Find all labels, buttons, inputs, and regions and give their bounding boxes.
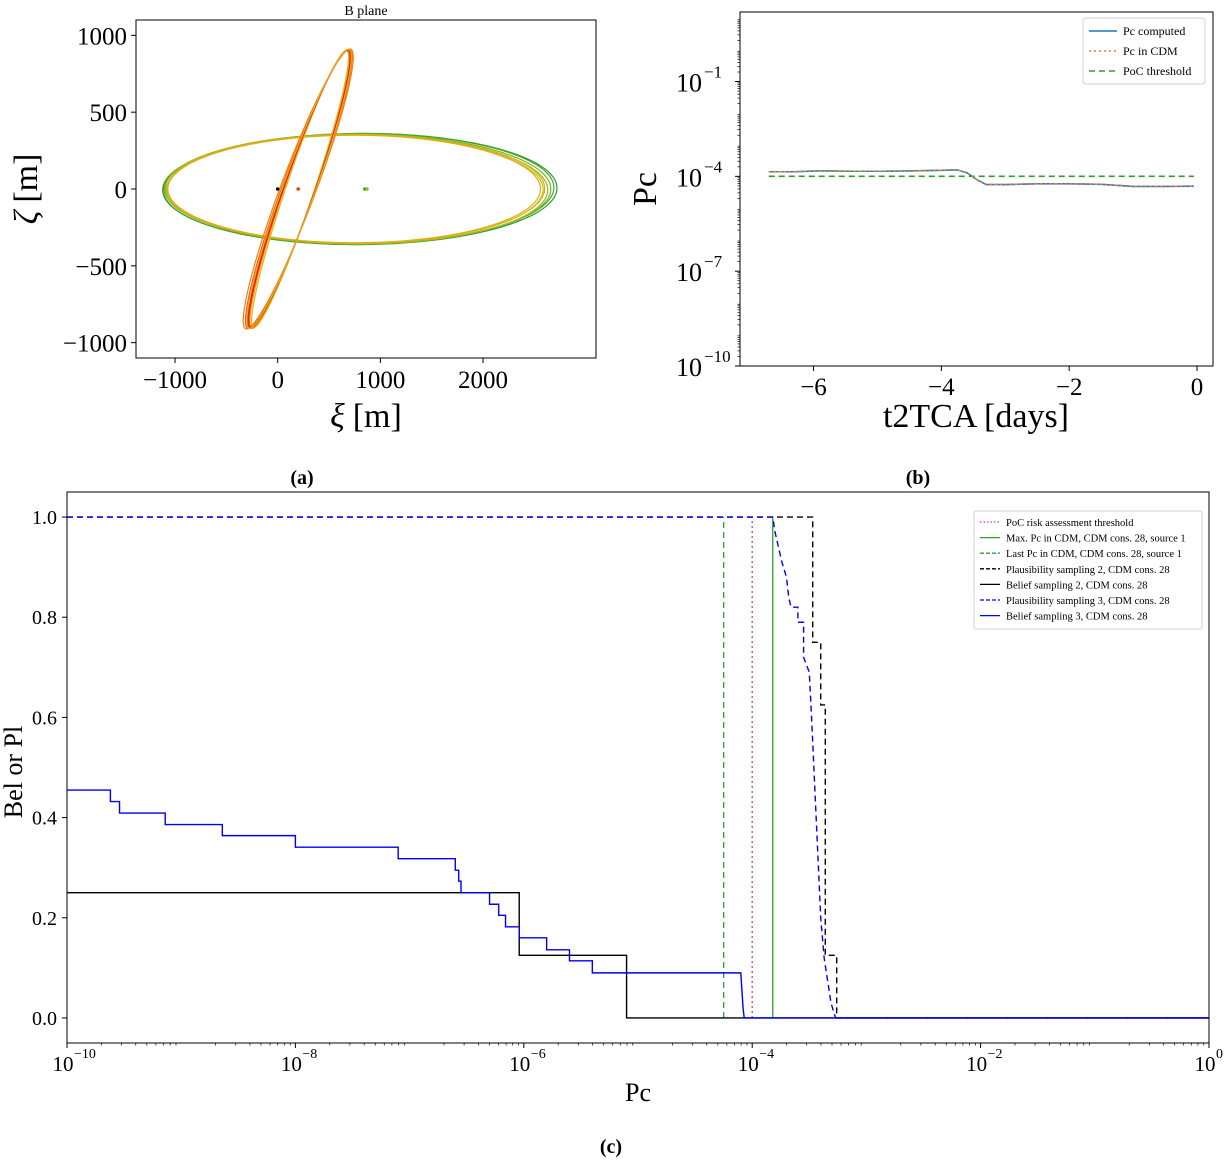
center-marker-0 — [275, 187, 280, 191]
x-tick-exponent: −10 — [74, 1047, 96, 1062]
x-tick-label: −6 — [800, 374, 827, 401]
x-tick-exponent: 0 — [1216, 1047, 1223, 1062]
panel-a-caption: (a) — [290, 467, 313, 489]
y-tick-label: −500 — [75, 254, 127, 281]
y-tick-label: 10 — [676, 69, 702, 98]
x-tick-label: −1000 — [143, 367, 207, 394]
x-tick-label: 10 — [53, 1052, 74, 1076]
x-tick-label: −4 — [928, 374, 955, 401]
y-tick-label: 0.0 — [32, 1008, 57, 1030]
x-tick-exponent: −2 — [988, 1047, 1003, 1062]
panel-a-plot-area — [162, 48, 558, 330]
tall-ellipse-5 — [248, 49, 351, 329]
legend-box — [973, 510, 1203, 630]
y-tick-exponent: −10 — [704, 347, 731, 366]
legend-label: PoC risk assessment threshold — [1006, 518, 1134, 529]
panel-b-x-ticks: −6 −4 −2 0 — [800, 366, 1203, 401]
step-series-1 — [67, 892, 1209, 1019]
series-line-0 — [768, 169, 1194, 188]
y-tick-label: 1000 — [77, 23, 127, 50]
series-line-1 — [768, 169, 1194, 188]
panel-a-x-axis-label: ξ [m] — [330, 398, 402, 435]
panel-a-y-axis-symbol: ζ — [8, 208, 45, 224]
legend-label: Belief sampling 2, CDM cons. 28 — [1006, 580, 1147, 591]
panel-c-x-ticks: 10 −10 10 −8 10 −6 10 −4 10 −2 10 0 — [53, 1043, 1223, 1076]
wide-ellipse-6 — [167, 134, 542, 244]
panel-a-x-axis-symbol: ξ — [330, 398, 345, 435]
y-tick-label: 10 — [676, 258, 702, 287]
legend-label: Plausibility sampling 3, CDM cons. 28 — [1006, 596, 1170, 607]
y-tick-label: 500 — [90, 100, 128, 127]
x-tick-label: 2000 — [458, 367, 508, 394]
y-tick-exponent: −1 — [704, 63, 722, 82]
panel-a-y-ticks: −1000 −500 0 500 1000 — [63, 23, 136, 358]
panel-a: B plane −1000 0 1000 2000 −1000 −500 0 500 1000… — [8, 4, 597, 489]
tall-ellipse-4 — [242, 48, 354, 330]
panel-c-plot-area — [67, 516, 1209, 1019]
x-tick-label: −2 — [1056, 374, 1083, 401]
panel-c-x-axis-label: Pc — [625, 1078, 651, 1107]
y-tick-label: −1000 — [63, 331, 127, 358]
y-tick-label: 0.4 — [32, 808, 57, 830]
center-marker-3 — [365, 187, 369, 191]
legend-box — [1082, 17, 1206, 85]
panel-b-plot-area — [768, 169, 1194, 188]
x-tick-label: 10 — [1195, 1052, 1216, 1076]
y-tick-label: 0.6 — [32, 707, 57, 729]
panel-b-x-axis-label: t2TCA [days] — [883, 398, 1069, 435]
x-tick-label: 1000 — [355, 367, 405, 394]
y-tick-exponent: −4 — [704, 157, 723, 176]
y-tick-label: 0.8 — [32, 607, 57, 629]
panel-a-y-axis-label: ζ [m] — [8, 154, 45, 225]
y-tick-label: 0 — [115, 177, 128, 204]
panel-c-frame — [66, 491, 1210, 1044]
panel-c-caption: (c) — [600, 1136, 622, 1158]
legend-label: Max. Pc in CDM, CDM cons. 28, source 1 — [1006, 534, 1186, 545]
step-series-2 — [67, 516, 1209, 1019]
x-tick-exponent: −6 — [531, 1047, 546, 1062]
panel-b-y-axis-label: Pc — [627, 172, 664, 206]
center-marker-1 — [296, 187, 301, 191]
panel-b-caption: (b) — [906, 467, 930, 489]
x-tick-label: 0 — [271, 367, 284, 394]
legend-label: Pc computed — [1123, 24, 1185, 38]
panel-c-y-ticks: 0.0 0.2 0.4 0.6 0.8 1.0 — [32, 507, 67, 1030]
y-tick-label: 10 — [676, 353, 702, 382]
y-tick-label: 10 — [676, 163, 702, 192]
legend-label: Belief sampling 3, CDM cons. 28 — [1006, 612, 1147, 623]
legend-label: Plausibility sampling 2, CDM cons. 28 — [1006, 565, 1170, 576]
y-tick-label: 0.2 — [32, 908, 57, 930]
panel-a-x-axis-unit: [m] — [353, 398, 402, 435]
series-overlap — [768, 169, 1194, 188]
y-tick-exponent: −7 — [704, 252, 723, 271]
x-tick-label: 10 — [738, 1052, 759, 1076]
panel-a-x-ticks: −1000 0 1000 2000 — [143, 358, 508, 394]
y-tick-label: 1.0 — [32, 507, 57, 529]
step-series-0 — [67, 516, 1209, 1019]
tall-ellipse-3 — [250, 49, 350, 329]
panel-a-title: B plane — [344, 4, 387, 19]
legend-label: PoC threshold — [1123, 64, 1191, 78]
panel-c: 10 −10 10 −8 10 −6 10 −4 10 −2 10 0 0.00.20.40.60.8… — [0, 491, 1223, 1158]
step-series-3 — [67, 789, 1209, 1019]
x-tick-label: 0 — [1191, 374, 1204, 401]
panel-a-y-axis-unit: [m] — [8, 154, 45, 203]
x-tick-label: 10 — [509, 1052, 530, 1076]
panel-c-y-axis-label: Bel or Pl — [0, 726, 28, 818]
x-tick-label: 10 — [281, 1052, 302, 1076]
legend-label: Pc in CDM — [1123, 44, 1178, 58]
x-tick-exponent: −8 — [302, 1047, 317, 1062]
panel-b-legend: Pc computed Pc in CDM PoC threshold — [1082, 17, 1206, 85]
x-tick-exponent: −4 — [759, 1047, 774, 1062]
panel-c-legend: PoC risk assessment threshold Max. Pc in … — [973, 510, 1203, 630]
legend-label: Last Pc in CDM, CDM cons. 28, source 1 — [1006, 549, 1182, 560]
tall-ellipse-6 — [246, 49, 352, 329]
x-tick-label: 10 — [966, 1052, 987, 1076]
